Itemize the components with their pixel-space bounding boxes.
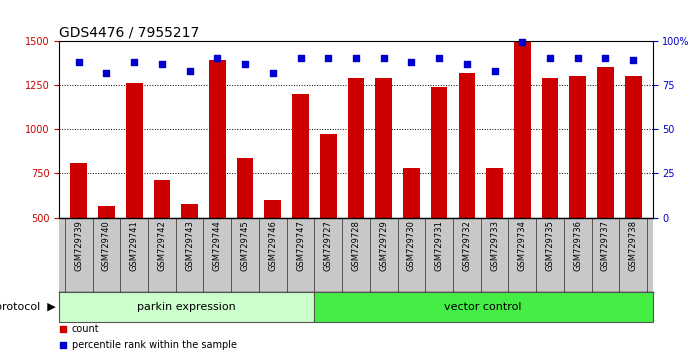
- Point: [544, 56, 556, 61]
- Point: [600, 56, 611, 61]
- Bar: [514, 42, 530, 306]
- Bar: [320, 133, 336, 306]
- Text: GSM729738: GSM729738: [629, 220, 638, 271]
- Bar: [597, 67, 614, 306]
- Point: [57, 342, 68, 348]
- Text: percentile rank within the sample: percentile rank within the sample: [72, 340, 237, 350]
- Point: [433, 56, 445, 61]
- Text: GSM729731: GSM729731: [435, 220, 444, 271]
- Bar: [265, 200, 281, 306]
- Text: protocol  ▶: protocol ▶: [0, 302, 56, 312]
- Text: parkin expression: parkin expression: [137, 302, 236, 312]
- Text: GSM729743: GSM729743: [185, 220, 194, 271]
- Point: [489, 68, 500, 74]
- Text: GSM729736: GSM729736: [573, 220, 582, 271]
- Text: count: count: [72, 324, 99, 334]
- Bar: [209, 60, 225, 306]
- Bar: [348, 78, 364, 306]
- FancyBboxPatch shape: [59, 292, 313, 322]
- Point: [295, 56, 306, 61]
- Bar: [487, 168, 503, 306]
- Point: [184, 68, 195, 74]
- Text: GSM729728: GSM729728: [352, 220, 360, 271]
- Text: GSM729740: GSM729740: [102, 220, 111, 271]
- Bar: [625, 76, 641, 306]
- Bar: [431, 87, 447, 306]
- Point: [461, 61, 473, 67]
- Point: [517, 40, 528, 45]
- Bar: [376, 78, 392, 306]
- Bar: [542, 78, 558, 306]
- Bar: [70, 163, 87, 306]
- Point: [378, 56, 389, 61]
- Text: GSM729732: GSM729732: [462, 220, 471, 271]
- Point: [101, 70, 112, 75]
- Point: [406, 59, 417, 65]
- Text: GSM729739: GSM729739: [74, 220, 83, 271]
- Text: GSM729727: GSM729727: [324, 220, 333, 271]
- Bar: [98, 206, 114, 306]
- Text: GSM729745: GSM729745: [241, 220, 250, 271]
- Text: GSM729746: GSM729746: [268, 220, 277, 271]
- Text: GSM729747: GSM729747: [296, 220, 305, 271]
- Text: GDS4476 / 7955217: GDS4476 / 7955217: [59, 25, 200, 40]
- Bar: [154, 180, 170, 306]
- Point: [267, 70, 279, 75]
- Text: GSM729730: GSM729730: [407, 220, 416, 271]
- Text: GSM729741: GSM729741: [130, 220, 139, 271]
- Point: [156, 61, 168, 67]
- Bar: [181, 204, 198, 306]
- FancyBboxPatch shape: [313, 292, 653, 322]
- Text: GSM729735: GSM729735: [546, 220, 554, 271]
- Point: [322, 56, 334, 61]
- Text: GSM729742: GSM729742: [158, 220, 166, 271]
- Point: [211, 56, 223, 61]
- Bar: [403, 168, 419, 306]
- Point: [73, 59, 84, 65]
- Text: GSM729733: GSM729733: [490, 220, 499, 271]
- Point: [628, 57, 639, 63]
- Text: GSM729734: GSM729734: [518, 220, 527, 271]
- Bar: [459, 73, 475, 306]
- Bar: [570, 76, 586, 306]
- Point: [350, 56, 362, 61]
- Text: GSM729729: GSM729729: [379, 220, 388, 271]
- Bar: [292, 94, 309, 306]
- Point: [572, 56, 584, 61]
- Bar: [126, 83, 142, 306]
- Text: GSM729737: GSM729737: [601, 220, 610, 271]
- Bar: [237, 158, 253, 306]
- Text: GSM729744: GSM729744: [213, 220, 222, 271]
- Point: [239, 61, 251, 67]
- Point: [128, 59, 140, 65]
- Point: [57, 326, 68, 332]
- Text: vector control: vector control: [445, 302, 522, 312]
